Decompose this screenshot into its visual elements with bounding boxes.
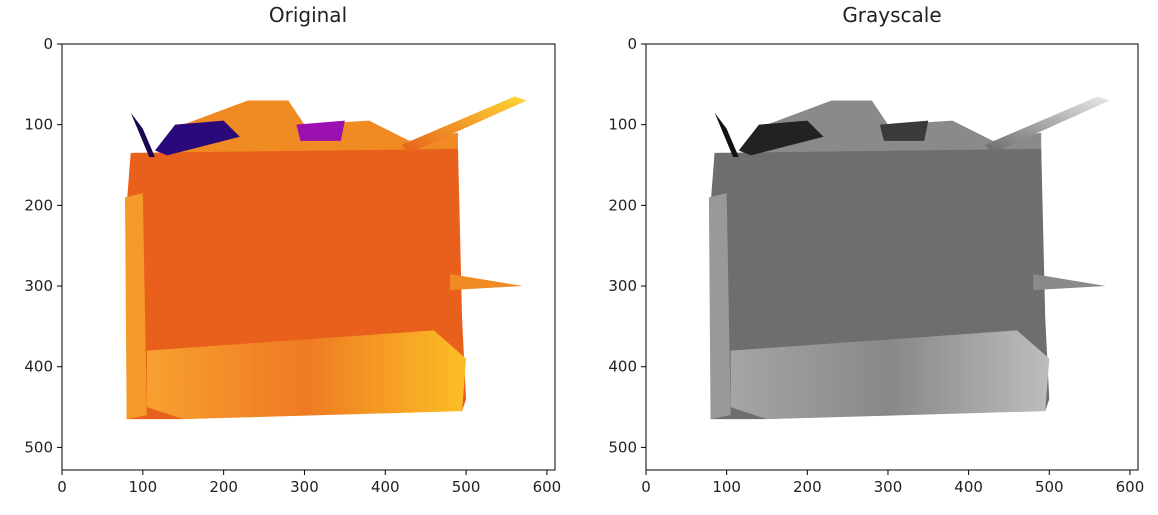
x-tick-label: 100 bbox=[712, 478, 741, 496]
y-tick-label: 300 bbox=[24, 277, 53, 295]
x-tick-label: 600 bbox=[533, 478, 562, 496]
x-tick-label: 500 bbox=[452, 478, 481, 496]
x-tick-label: 100 bbox=[128, 478, 157, 496]
x-tick-label: 200 bbox=[793, 478, 822, 496]
y-tick-label: 100 bbox=[608, 116, 637, 134]
y-tick-label: 100 bbox=[24, 116, 53, 134]
axes-frame bbox=[645, 43, 1139, 471]
y-tick-label: 0 bbox=[627, 35, 637, 53]
y-tick-label: 400 bbox=[24, 358, 53, 376]
y-tick-label: 200 bbox=[24, 196, 53, 214]
y-tick-label: 400 bbox=[608, 358, 637, 376]
y-tick-label: 500 bbox=[608, 438, 637, 456]
x-tick-label: 300 bbox=[874, 478, 903, 496]
chart-title: Original bbox=[269, 3, 347, 27]
chart-title: Grayscale bbox=[842, 3, 941, 27]
x-tick-label: 0 bbox=[641, 478, 651, 496]
y-tick-label: 500 bbox=[24, 438, 53, 456]
x-tick-label: 600 bbox=[1116, 478, 1145, 496]
x-tick-label: 200 bbox=[209, 478, 238, 496]
x-tick-label: 400 bbox=[954, 478, 983, 496]
x-tick-label: 400 bbox=[371, 478, 400, 496]
y-tick-label: 300 bbox=[608, 277, 637, 295]
axes-frame bbox=[61, 43, 556, 471]
x-tick-label: 500 bbox=[1035, 478, 1064, 496]
image bbox=[125, 96, 527, 420]
x-tick-label: 0 bbox=[57, 478, 67, 496]
y-tick-label: 0 bbox=[43, 35, 53, 53]
x-tick-label: 300 bbox=[290, 478, 319, 496]
image bbox=[708, 96, 1110, 420]
y-tick-label: 200 bbox=[608, 196, 637, 214]
